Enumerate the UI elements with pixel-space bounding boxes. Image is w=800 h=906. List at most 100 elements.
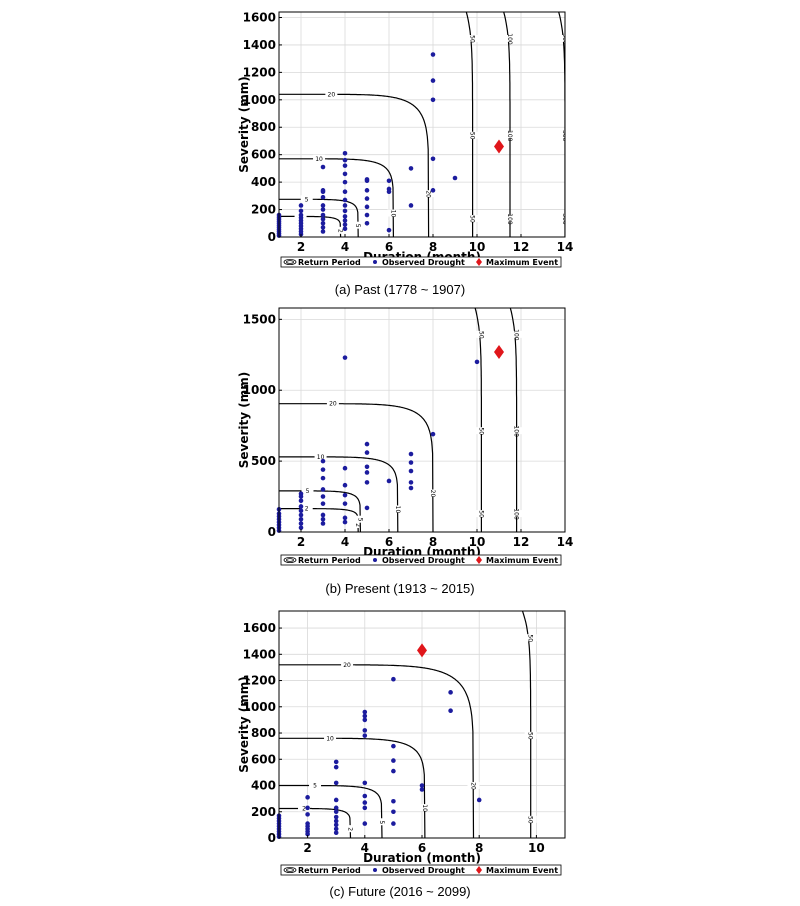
contour-label-bg xyxy=(475,330,488,338)
contour-label-rp-20: 20 xyxy=(469,782,476,790)
observed-drought-points xyxy=(276,676,482,839)
contour-label-rp-10: 10 xyxy=(317,454,325,461)
contour-label-bg xyxy=(326,399,339,407)
y-tick-label: 1400 xyxy=(243,647,276,661)
contour-label-bg xyxy=(313,154,326,162)
observed-drought-point xyxy=(333,814,339,820)
observed-drought-icon xyxy=(373,260,377,264)
observed-drought-point xyxy=(298,508,304,514)
contour-label-bg xyxy=(301,486,314,494)
contour-label-bg xyxy=(504,215,516,222)
x-tick-label: 12 xyxy=(513,535,530,549)
contour-label-bg xyxy=(298,804,311,812)
observed-drought-point xyxy=(320,207,326,212)
contour-label-rp-2: 2 xyxy=(302,805,306,812)
contour-line-rp-5 xyxy=(279,784,383,838)
observed-drought-point xyxy=(391,821,396,826)
contour-label-rp-5: 5 xyxy=(378,820,385,824)
plot-border xyxy=(278,11,566,238)
observed-drought-point xyxy=(333,826,339,832)
contour-line-rp-20 xyxy=(279,93,430,237)
observed-drought-point xyxy=(362,821,368,826)
observed-drought-point xyxy=(391,743,396,749)
x-tick-label: 10 xyxy=(469,240,486,254)
plot-area xyxy=(279,308,565,532)
legend-label-observed-drought: Observed Drought xyxy=(382,556,465,565)
legend-box xyxy=(280,256,562,268)
observed-drought-point xyxy=(333,822,339,828)
observed-drought-point xyxy=(364,505,370,511)
observed-drought-point xyxy=(333,797,339,803)
contour-line-rp-10 xyxy=(279,158,394,237)
contour-label-rp-50: 50 xyxy=(477,427,484,435)
observed-drought-point xyxy=(430,78,436,83)
observed-drought-point xyxy=(408,480,414,485)
contour-label-bg xyxy=(300,195,313,203)
observed-drought-point xyxy=(320,494,326,499)
y-tick-label: 1400 xyxy=(243,38,276,52)
x-tick-label: 14 xyxy=(557,535,574,549)
observed-drought-point xyxy=(342,222,348,227)
observed-drought-point xyxy=(362,717,368,723)
legend-label-return-period: Return Period xyxy=(298,866,361,875)
y-tick-label: 200 xyxy=(251,203,276,217)
maximum-event-icon xyxy=(476,258,482,266)
observed-drought-point xyxy=(364,212,370,218)
observed-drought-icon xyxy=(373,558,377,562)
observed-drought-point xyxy=(298,498,304,504)
contour-label-bg xyxy=(344,825,357,833)
return-period-icon xyxy=(286,558,294,562)
contour-label-rp-2: 2 xyxy=(347,827,354,831)
observed-drought-point xyxy=(386,186,392,192)
plot-border xyxy=(278,307,566,533)
observed-drought-point xyxy=(342,203,348,208)
observed-drought-point xyxy=(320,194,326,200)
observed-drought-point xyxy=(408,451,414,457)
contour-label-rp-20: 20 xyxy=(343,662,351,669)
x-tick-label: 4 xyxy=(361,841,369,855)
contour-label-bg xyxy=(334,226,347,234)
observed-drought-point xyxy=(342,492,348,498)
y-tick-label: 1200 xyxy=(243,65,276,79)
observed-drought-point xyxy=(386,227,392,233)
chart-panel-1: 2255101020205050501001001003003003002468… xyxy=(237,10,573,297)
observed-drought-point xyxy=(298,491,304,497)
observed-drought-point xyxy=(333,764,339,770)
y-tick-label: 1600 xyxy=(243,621,276,635)
y-tick-label: 800 xyxy=(251,726,276,740)
x-tick-label: 4 xyxy=(341,535,349,549)
contour-label-bg xyxy=(352,221,365,229)
contour-label-rp-2: 2 xyxy=(305,506,309,513)
contour-label-rp-10: 10 xyxy=(315,156,323,163)
contour-label-bg xyxy=(352,520,365,528)
observed-drought-point xyxy=(419,787,425,792)
contour-label-bg xyxy=(325,90,338,98)
observed-drought-point xyxy=(342,163,348,168)
observed-drought-point xyxy=(362,793,368,799)
observed-drought-point xyxy=(298,512,304,518)
observed-drought-point xyxy=(364,177,370,182)
observed-drought-icon xyxy=(373,868,377,872)
x-tick-label: 6 xyxy=(385,535,393,549)
maximum-event-icon xyxy=(476,866,482,874)
y-axis-label: Severity (mm) xyxy=(237,76,251,173)
observed-drought-point xyxy=(362,709,368,715)
contour-label-rp-5: 5 xyxy=(356,518,363,522)
observed-drought-point xyxy=(342,214,348,219)
y-tick-label: 1200 xyxy=(243,674,276,688)
contour-label-bg xyxy=(504,131,516,139)
contour-label-bg xyxy=(510,427,523,435)
legend: Return Period Observed Drought Maximum Eve… xyxy=(280,256,562,268)
observed-drought-point xyxy=(452,175,458,181)
contour-label-rp-50: 50 xyxy=(527,816,534,824)
observed-drought-point xyxy=(333,805,339,811)
observed-drought-point xyxy=(320,188,326,193)
observed-drought-point xyxy=(448,690,453,695)
contour-label-rp-100: 100 xyxy=(513,508,520,520)
contour-label-rp-300: 300 xyxy=(561,130,568,142)
observed-drought-point xyxy=(333,809,339,815)
observed-drought-point xyxy=(386,478,392,484)
